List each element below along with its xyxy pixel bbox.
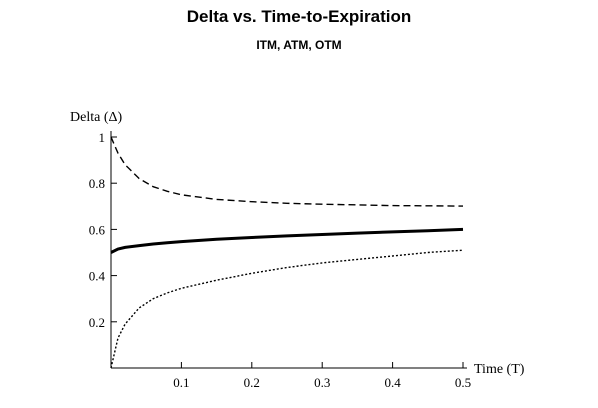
x-tick-label: 0.5 xyxy=(455,375,471,390)
axes: 0.1 0.2 0.3 0.4 0.5 0.2 0.4 0.6 0.8 1 xyxy=(89,130,471,390)
chart-title: Delta vs. Time-to-Expiration xyxy=(187,7,412,26)
series-line-solid xyxy=(110,227,464,254)
y-axis-label: Delta (Δ) xyxy=(70,110,122,125)
x-tick-label: 0.4 xyxy=(384,375,401,390)
y-tick-label: 0.6 xyxy=(89,222,106,237)
y-tick-label: 1 xyxy=(99,130,106,145)
y-tick-label: 0.8 xyxy=(89,176,105,191)
series-line-dotted xyxy=(110,249,464,369)
x-tick-label: 0.2 xyxy=(244,375,260,390)
curves xyxy=(110,136,464,369)
y-tick-label: 0.2 xyxy=(89,315,105,330)
series-line-dashed xyxy=(110,136,464,207)
x-axis-label: Time (T) xyxy=(474,362,525,377)
x-tick-label: 0.1 xyxy=(173,375,189,390)
x-tick-label: 0.3 xyxy=(314,375,330,390)
chart-subtitle: ITM, ATM, OTM xyxy=(256,38,341,52)
y-tick-label: 0.4 xyxy=(89,269,106,284)
